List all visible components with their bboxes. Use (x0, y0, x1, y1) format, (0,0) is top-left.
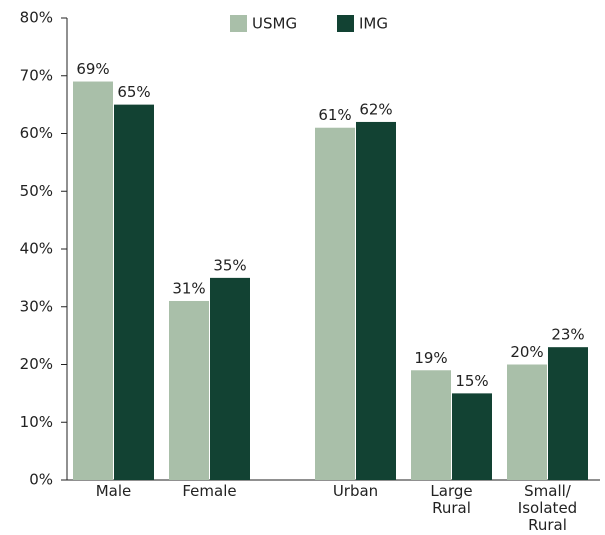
bar (356, 121, 396, 480)
data-label: 35% (213, 256, 246, 274)
y-tick-label: 50% (20, 182, 53, 200)
y-tick-label: 10% (20, 413, 53, 431)
y-tick-label: 70% (20, 66, 53, 84)
y-tick-label: 60% (20, 124, 53, 142)
x-tick-label: Male (95, 482, 132, 500)
x-tick-label: Female (182, 482, 237, 500)
bar (548, 347, 588, 480)
bar (73, 81, 113, 481)
bar (114, 104, 154, 480)
bar (452, 393, 492, 480)
y-tick-label: 30% (20, 297, 53, 315)
data-label: 69% (76, 60, 109, 78)
bar (315, 127, 355, 480)
y-tick-label: 40% (20, 240, 53, 258)
data-label: 15% (455, 372, 488, 390)
data-label: 62% (359, 100, 392, 118)
legend-swatch (337, 15, 354, 32)
data-label: 19% (414, 349, 447, 367)
data-label: 23% (551, 326, 584, 344)
legend-label: IMG (359, 15, 388, 33)
y-tick-label: 20% (20, 355, 53, 373)
data-label: 61% (318, 106, 351, 124)
data-label: 31% (172, 279, 205, 297)
data-label: 65% (117, 83, 150, 101)
bar (507, 364, 547, 480)
bar (210, 277, 250, 480)
y-tick-label: 0% (29, 471, 53, 489)
legend-label: USMG (252, 15, 297, 33)
legend-swatch (230, 15, 247, 32)
bar (169, 300, 209, 480)
data-label: 20% (510, 343, 543, 361)
x-tick-label: Urban (332, 482, 379, 500)
x-tick-label: Large Rural (430, 482, 473, 517)
x-tick-label: Small/ Isolated Rural (517, 482, 578, 534)
bar (411, 370, 451, 480)
y-tick-label: 80% (20, 9, 53, 27)
